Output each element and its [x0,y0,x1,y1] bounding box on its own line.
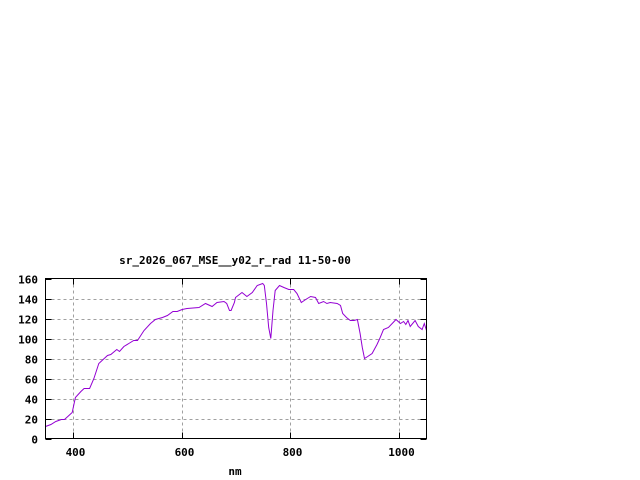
y-tick-label: 160 [18,274,38,287]
y-tick-label: 80 [25,354,38,367]
y-tick-label: 60 [25,374,38,387]
grid [45,278,427,439]
y-tick-label: 140 [18,294,38,307]
axis-ticks: 0 20 40 60 80 100 120 140 160 400 600 800 1000 [18,274,427,459]
x-tick-label: 600 [175,446,195,459]
y-tick-label: 40 [25,394,38,407]
x-tick-label: 1000 [388,446,415,459]
x-axis-label: nm [228,465,242,478]
series-line [45,282,427,427]
y-tick-label: 20 [25,414,38,427]
y-tick-label: 120 [18,314,38,327]
chart-title: sr_2026_067_MSE__y02_r_rad 11-50-00 [119,254,351,267]
y-tick-label: 100 [18,334,38,347]
y-tick-label: 0 [31,434,38,447]
x-tick-label: 400 [66,446,86,459]
x-tick-label: 800 [283,446,303,459]
plot-frame [45,278,427,439]
